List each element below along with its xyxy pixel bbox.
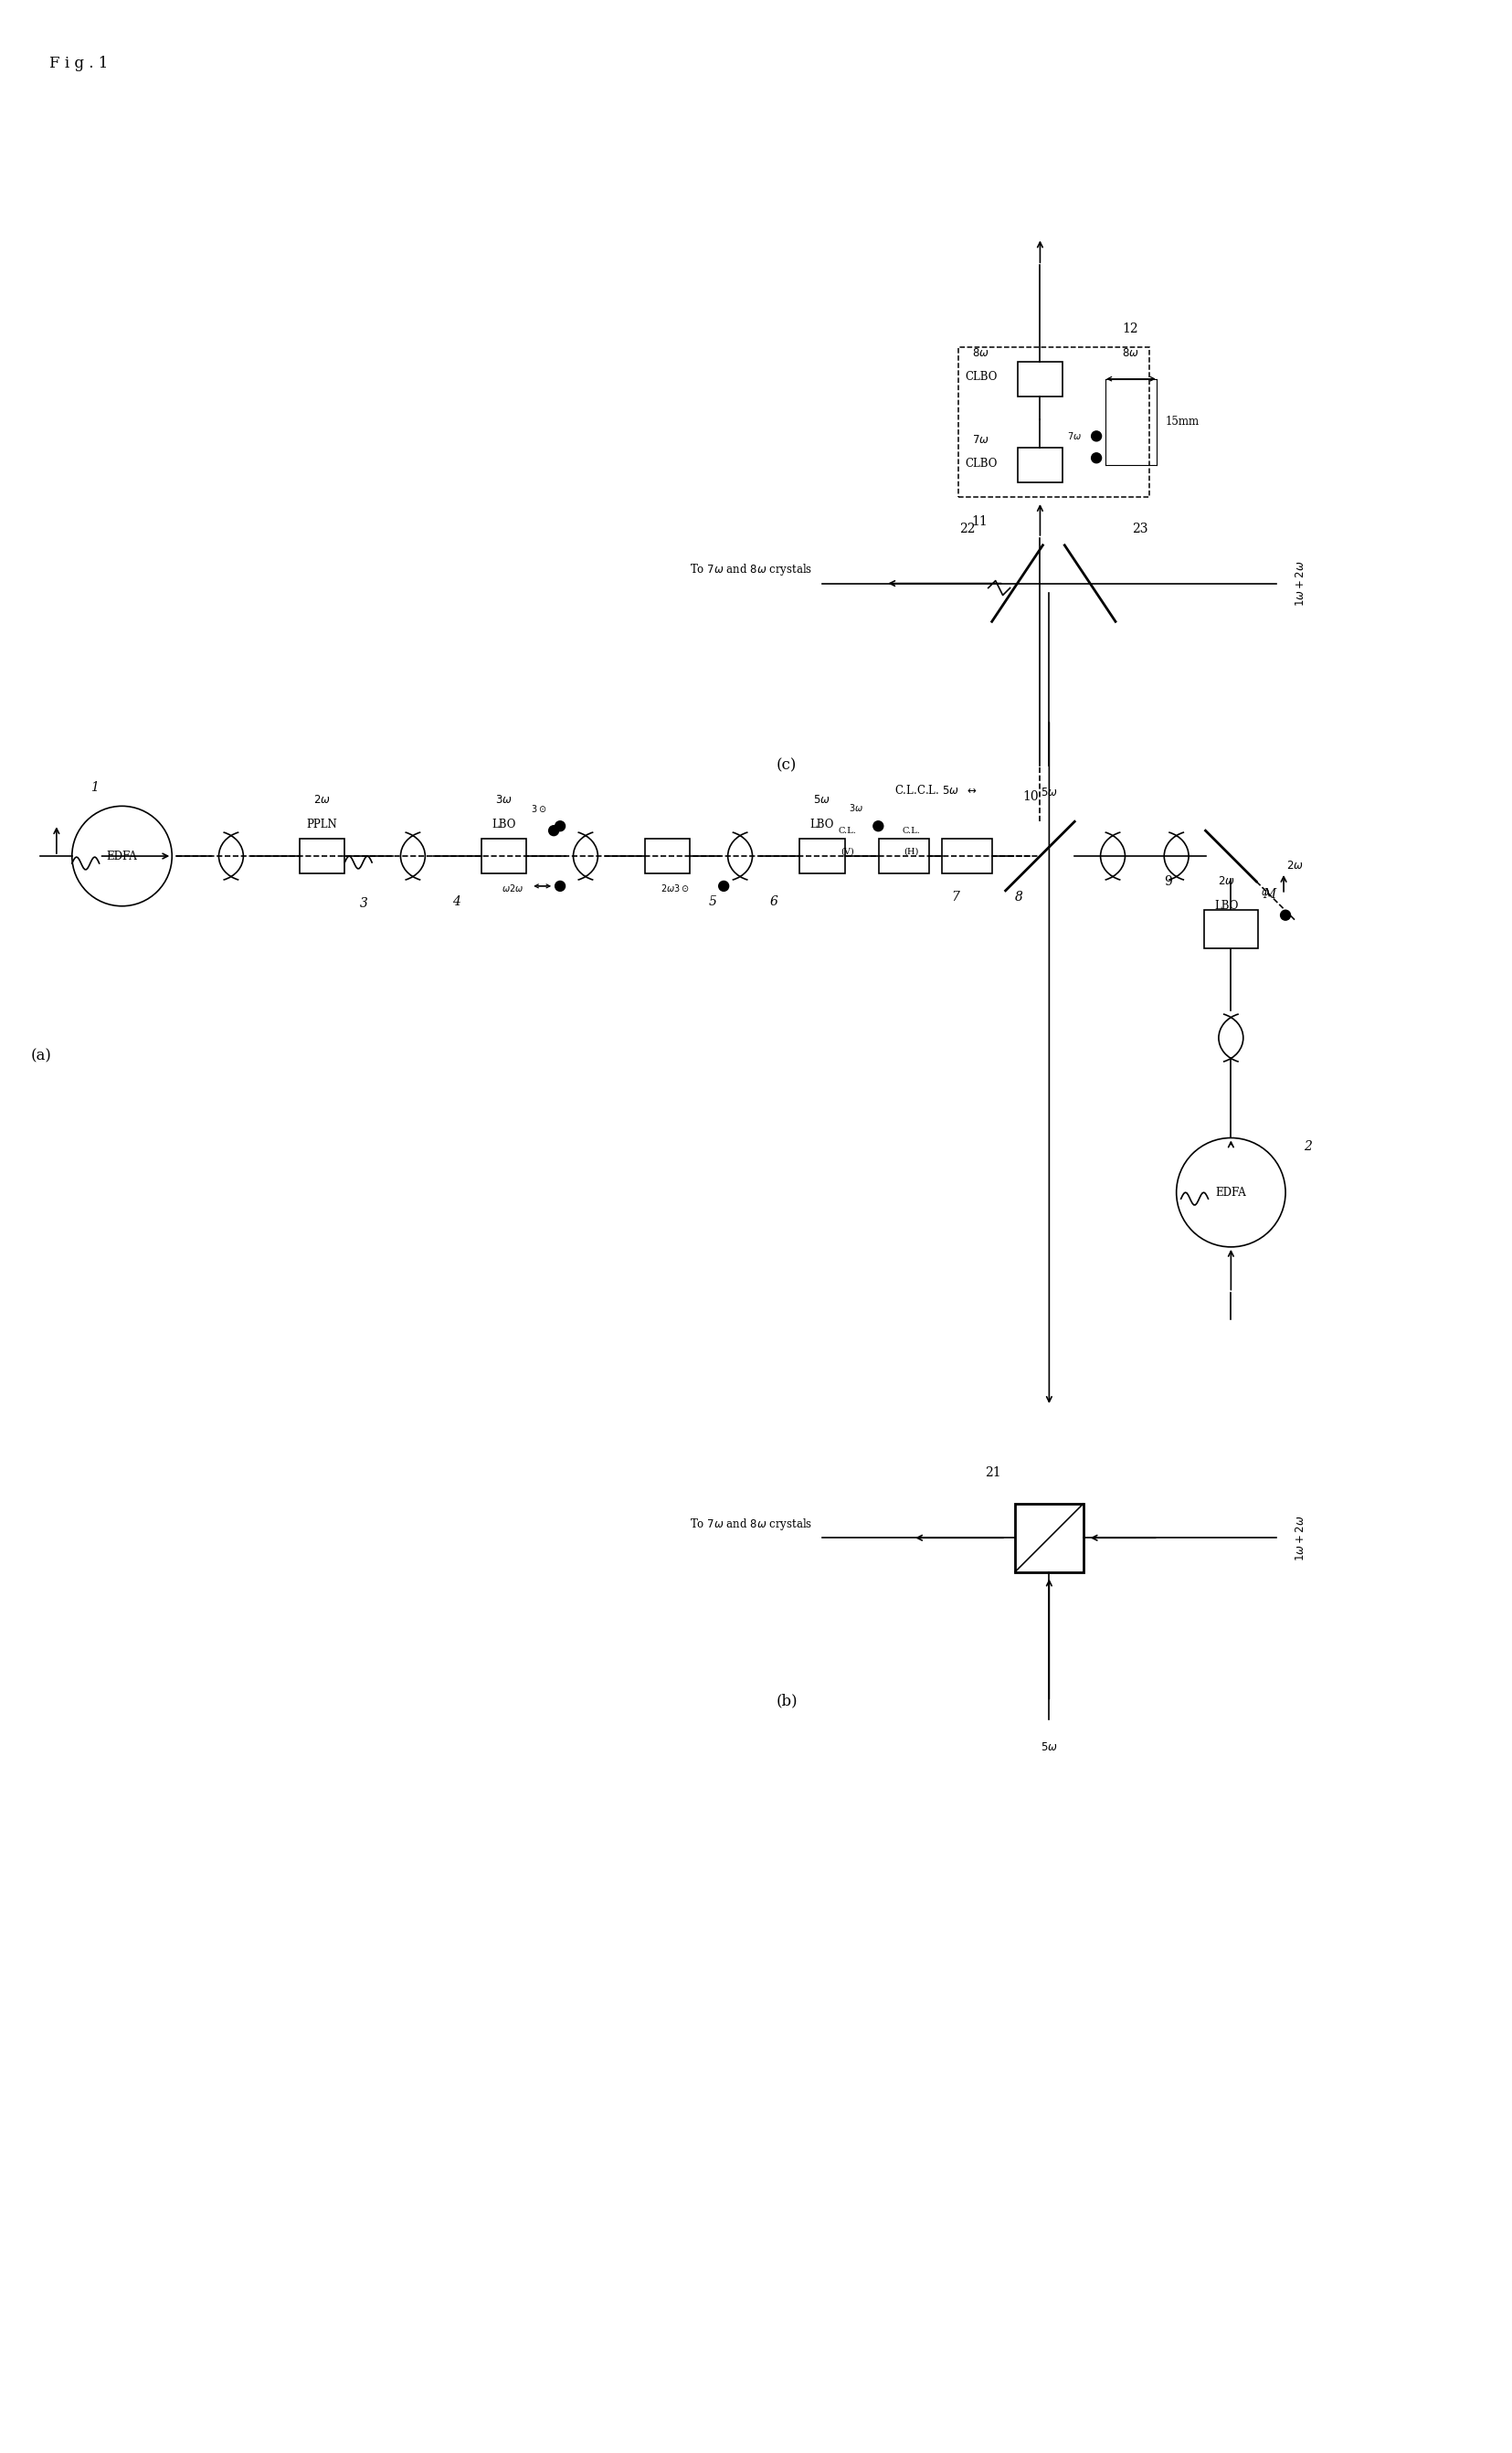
Text: To $7\omega$ and $8\omega$ crystals: To $7\omega$ and $8\omega$ crystals — [689, 1516, 813, 1533]
Text: (V): (V) — [841, 846, 854, 856]
Text: $1\omega+2\omega$: $1\omega+2\omega$ — [1294, 559, 1306, 606]
Text: $2\omega$: $2\omega$ — [313, 795, 331, 807]
Text: EDFA: EDFA — [106, 851, 138, 861]
Bar — [959, 346, 1149, 498]
Circle shape — [549, 827, 559, 836]
Text: $3\odot$: $3\odot$ — [531, 802, 546, 814]
Text: (H): (H) — [904, 846, 918, 856]
Text: $8\omega$: $8\omega$ — [1122, 348, 1139, 358]
Circle shape — [1092, 432, 1101, 442]
Text: LBO: LBO — [810, 819, 835, 832]
Bar — [878, 839, 928, 873]
Bar — [299, 839, 345, 873]
Text: (a): (a) — [32, 1047, 51, 1065]
Bar — [644, 839, 689, 873]
Text: 3: 3 — [360, 898, 369, 910]
Text: 11: 11 — [972, 515, 989, 527]
Text: $1\omega+2\omega$: $1\omega+2\omega$ — [1294, 1516, 1306, 1560]
Text: $2\omega 3\odot$: $2\omega 3\odot$ — [661, 883, 689, 893]
Text: $5\omega$: $5\omega$ — [813, 795, 830, 807]
Text: CLBO: CLBO — [965, 370, 996, 383]
Text: 12: 12 — [1122, 321, 1139, 336]
Text: 7: 7 — [951, 890, 959, 903]
Circle shape — [874, 822, 883, 832]
Text: $7\omega$: $7\omega$ — [1067, 432, 1083, 442]
Text: 5: 5 — [708, 895, 717, 908]
Text: PPLN: PPLN — [307, 819, 337, 832]
Text: To $7\omega$ and $8\omega$ crystals: To $7\omega$ and $8\omega$ crystals — [689, 562, 813, 576]
Bar — [942, 839, 992, 873]
Text: 22: 22 — [959, 522, 975, 535]
Text: M: M — [1263, 888, 1276, 900]
Circle shape — [1092, 454, 1101, 464]
Text: $7\omega$: $7\omega$ — [972, 434, 989, 446]
Bar — [1015, 1504, 1083, 1572]
Text: $\omega$: $\omega$ — [1261, 888, 1270, 898]
Circle shape — [718, 881, 729, 890]
Bar — [1018, 361, 1063, 395]
Text: C.L.C.L. $5\omega$  $\leftrightarrow$: C.L.C.L. $5\omega$ $\leftrightarrow$ — [894, 785, 977, 797]
Text: LBO: LBO — [1214, 900, 1238, 913]
Text: F i g . 1: F i g . 1 — [50, 56, 107, 71]
Text: 9: 9 — [1164, 876, 1172, 888]
Text: $3\omega$: $3\omega$ — [850, 802, 863, 814]
Circle shape — [555, 881, 565, 890]
Text: C.L.: C.L. — [901, 827, 921, 834]
Text: CLBO: CLBO — [965, 456, 996, 469]
Text: $\omega 2\omega$: $\omega 2\omega$ — [502, 883, 523, 893]
Text: $5\omega$: $5\omega$ — [1040, 787, 1058, 797]
Text: 4: 4 — [452, 895, 460, 908]
Text: 15mm: 15mm — [1166, 417, 1199, 427]
Text: C.L.: C.L. — [838, 827, 856, 834]
Text: $2\omega$: $2\omega$ — [1217, 876, 1235, 888]
Text: (c): (c) — [777, 758, 797, 773]
Bar — [481, 839, 526, 873]
Text: 21: 21 — [984, 1467, 1001, 1479]
Text: LBO: LBO — [491, 819, 516, 832]
Text: 6: 6 — [770, 895, 779, 908]
Text: 23: 23 — [1132, 522, 1148, 535]
Bar — [800, 839, 845, 873]
Bar — [1018, 449, 1063, 483]
Text: 2: 2 — [1303, 1141, 1312, 1153]
Circle shape — [555, 822, 565, 832]
Text: (b): (b) — [777, 1693, 798, 1710]
Text: $2\omega$: $2\omega$ — [1287, 859, 1303, 871]
Text: 10: 10 — [1024, 790, 1039, 805]
Text: $3\omega$: $3\omega$ — [494, 795, 513, 807]
Circle shape — [1281, 910, 1290, 920]
Text: EDFA: EDFA — [1216, 1187, 1246, 1200]
Text: $5\omega$: $5\omega$ — [1040, 1742, 1058, 1754]
Bar — [1204, 910, 1258, 947]
Text: 8: 8 — [1015, 890, 1022, 903]
Text: $8\omega$: $8\omega$ — [972, 348, 989, 358]
Text: 1: 1 — [91, 783, 98, 795]
